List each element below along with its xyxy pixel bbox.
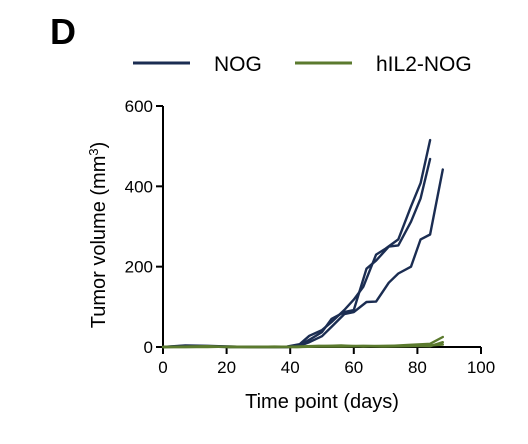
legend-label-hil2-nog: hIL2-NOG	[376, 53, 472, 76]
axes: 0 200 400 600 0 20 40 60 80 100	[125, 97, 496, 377]
y-tick-label: 400	[125, 177, 153, 196]
series-layer	[161, 138, 444, 349]
panel-label: D	[50, 11, 76, 52]
y-tick-label: 0	[144, 338, 153, 357]
x-tick-label: 40	[281, 358, 300, 377]
legend: NOG hIL2-NOG	[133, 53, 472, 76]
x-axis-label: Time point (days)	[245, 391, 399, 413]
x-tick-label: 60	[344, 358, 363, 377]
y-axis-label-main: Tumor volume (mm	[88, 156, 110, 329]
y-tick-label: 200	[125, 258, 153, 277]
x-tick-label: 80	[408, 358, 427, 377]
x-tick-label: 0	[158, 358, 167, 377]
x-tick-label: 20	[217, 358, 236, 377]
y-axis-label-superscript: 3	[86, 148, 101, 155]
nog-series-line-2	[161, 157, 432, 349]
x-tick-label: 100	[467, 358, 495, 377]
y-axis-label-close: )	[88, 142, 110, 149]
legend-label-nog: NOG	[214, 53, 262, 76]
x-axis-ticks: 0 20 40 60 80 100	[158, 347, 495, 377]
y-axis-label: Tumor volume (mm3)	[86, 142, 110, 329]
hil2-nog-series-line-3	[161, 343, 444, 349]
nog-series-line-3	[161, 168, 444, 349]
y-axis-ticks: 0 200 400 600	[125, 97, 163, 357]
y-tick-label: 600	[125, 97, 153, 116]
nog-series-line-1	[161, 138, 432, 349]
